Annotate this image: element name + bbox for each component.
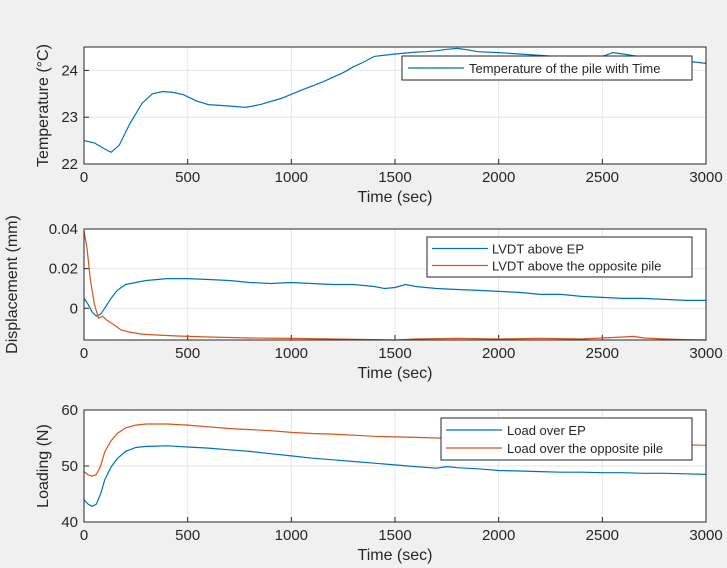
y-tick-label: 0.02 (49, 261, 78, 278)
y-tick-label: 0 (70, 300, 78, 317)
y-axis-label: Temperature (°C) (35, 44, 52, 167)
y-tick-label: 23 (61, 109, 78, 126)
y-tick-label: 40 (61, 514, 78, 531)
legend-box (440, 417, 693, 461)
y-tick-label: 22 (61, 156, 78, 173)
series-line-2 (83, 230, 707, 341)
x-tick-label: 3000 (689, 527, 722, 544)
x-tick-label: 2500 (586, 345, 619, 362)
x-tick-label: 2500 (586, 169, 619, 186)
y-axis-label: Loading (N) (35, 424, 52, 508)
y-tick-label: 0.04 (49, 221, 78, 238)
y-tick-label: 24 (61, 62, 78, 79)
x-tick-label: 1500 (378, 169, 411, 186)
x-tick-label: 3000 (689, 345, 722, 362)
y-axis-label: Displacement (mm) (4, 215, 21, 354)
legend-label-1: Temperature of the pile with Time (469, 61, 660, 76)
chart-panel-3: 0 500 1000 1500 2000 2500 3000 40 50 60 Time (sec)… (35, 402, 723, 564)
x-axis-label: Time (sec) (358, 189, 433, 206)
x-axis-label: Time (sec) (358, 365, 433, 382)
legend: Temperature of the pile with Time (401, 55, 693, 81)
x-tick-label: 2500 (586, 527, 619, 544)
x-tick-label: 1500 (378, 345, 411, 362)
x-tick-label: 2000 (482, 169, 515, 186)
x-tick-label: 1000 (275, 527, 308, 544)
x-tick-label: 2000 (482, 345, 515, 362)
chart-panel-2: 0 500 1000 1500 2000 2500 3000 0 0.02 0.04 Time (s… (4, 215, 723, 382)
x-tick-label: 500 (175, 345, 200, 362)
x-tick-label: 500 (175, 169, 200, 186)
x-tick-label: 1000 (275, 169, 308, 186)
y-tick-label: 50 (61, 458, 78, 475)
axes-box (83, 409, 707, 523)
series-line-1 (83, 445, 707, 507)
chart-panel-1: 0 500 1000 1500 2000 2500 3000 22 23 24 Time (sec)… (35, 44, 723, 206)
legend-label-1: Load over EP (507, 423, 586, 438)
axes-box (83, 46, 707, 165)
x-tick-label: 0 (80, 169, 88, 186)
x-tick-label: 1000 (275, 345, 308, 362)
legend-label-2: LVDT above the opposite pile (492, 259, 661, 274)
x-tick-label: 500 (175, 527, 200, 544)
legend-box (426, 236, 693, 278)
x-tick-label: 0 (80, 345, 88, 362)
legend-label-2: Load over the opposite pile (507, 441, 663, 456)
x-tick-label: 0 (80, 527, 88, 544)
y-tick-label: 60 (61, 402, 78, 419)
legend: Load over EP Load over the opposite pile (440, 417, 693, 461)
x-tick-label: 3000 (689, 169, 722, 186)
x-tick-label: 2000 (482, 527, 515, 544)
axes-box (83, 228, 707, 341)
series-line-1 (83, 278, 706, 317)
x-axis-label: Time (sec) (358, 547, 433, 564)
legend-label-1: LVDT above EP (492, 242, 584, 257)
x-tick-label: 1500 (378, 527, 411, 544)
legend: LVDT above EP LVDT above the opposite pil… (426, 236, 693, 278)
